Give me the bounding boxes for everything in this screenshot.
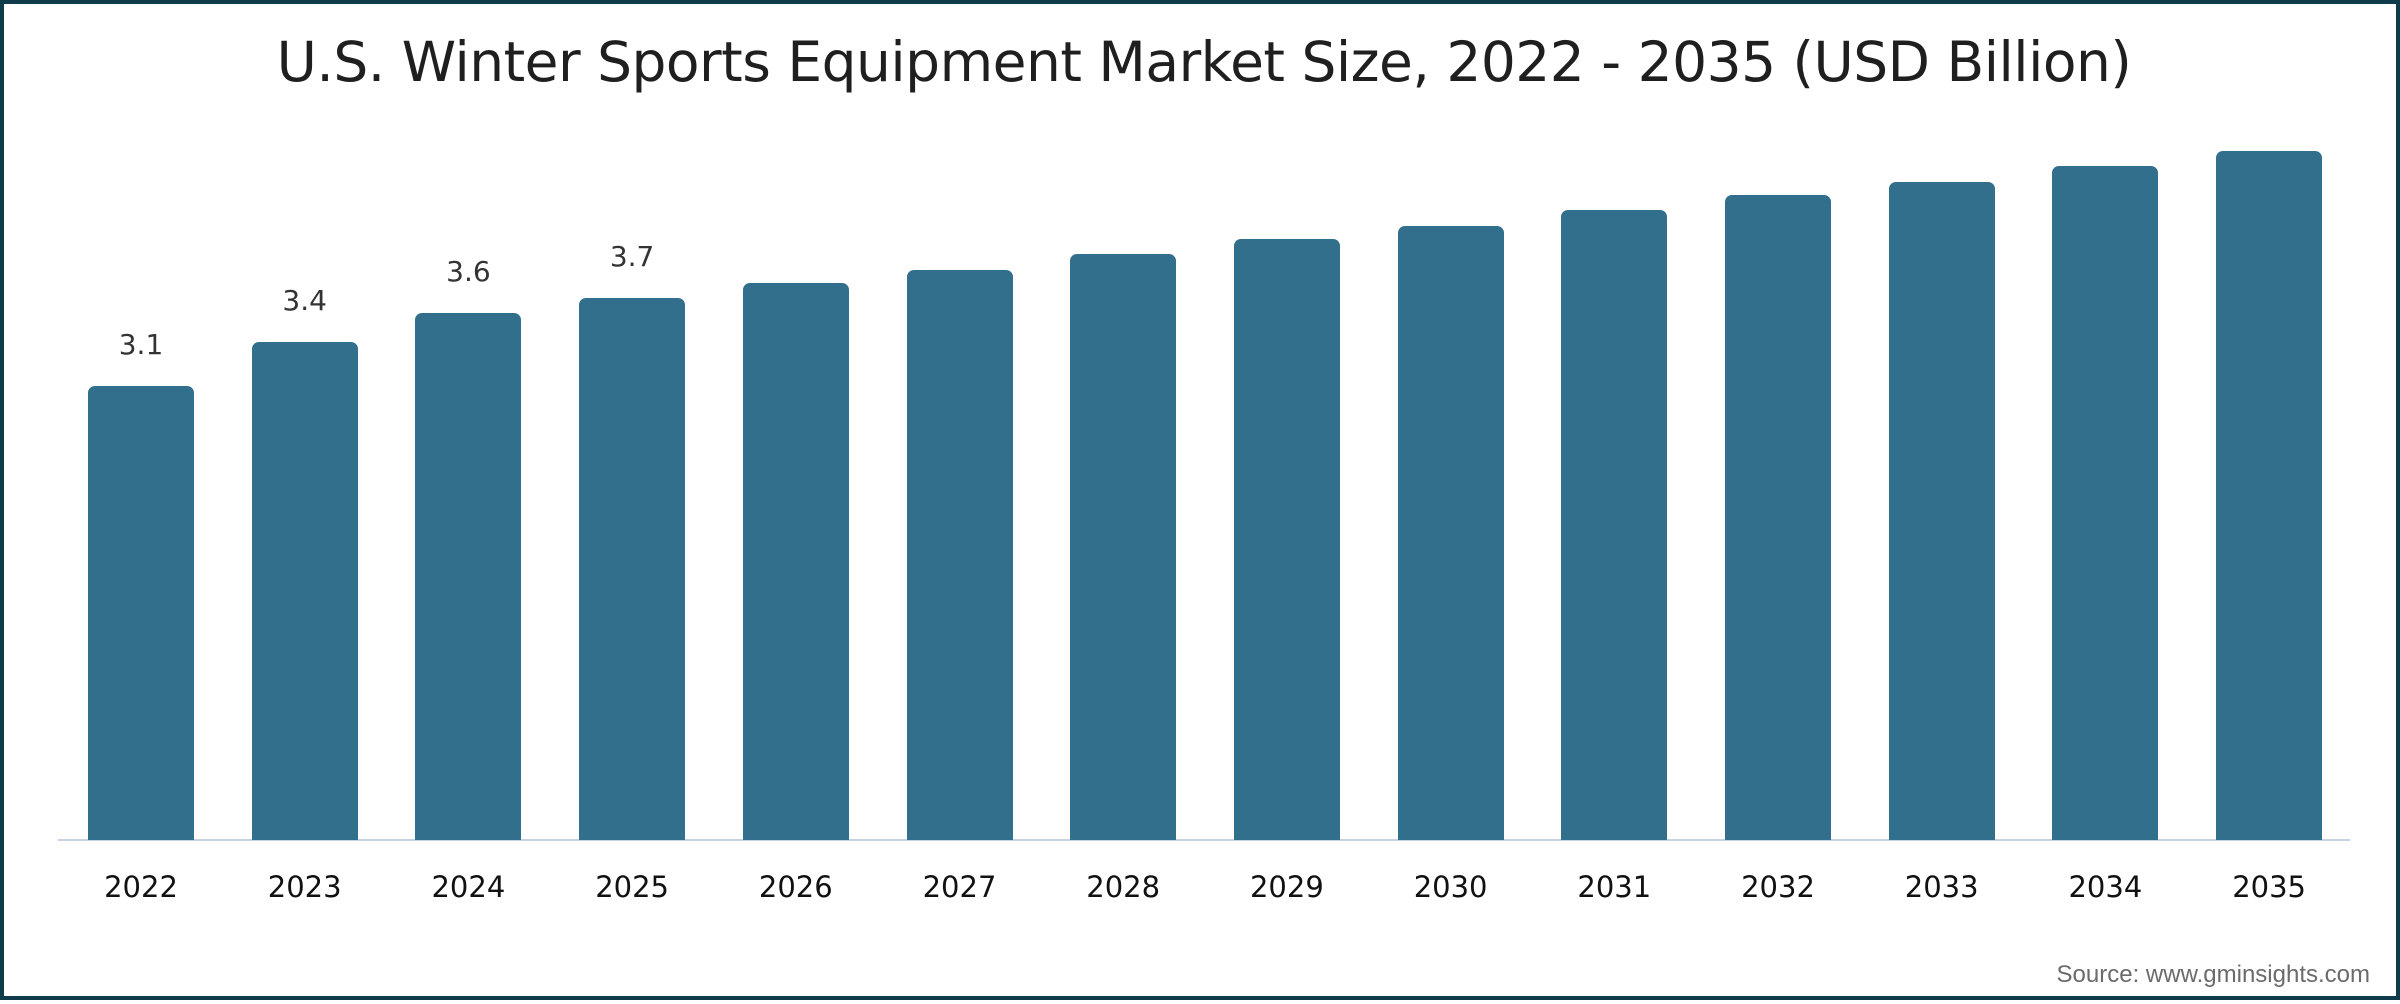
bar-2024 [415,312,522,840]
x-tick-label-2030: 2030 [1413,870,1488,904]
value-label-2024: 3.6 [446,254,491,288]
chart-title: U.S. Winter Sports Equipment Market Size… [276,30,2132,94]
plot-area: 3.1 2022 3.4 2023 3.6 2024 3.7 2025 2026 2027 2028… [4,4,2400,1004]
value-label-2022: 3.1 [118,327,164,361]
x-tick-label-2023: 2023 [267,870,342,904]
x-tick-label-2032: 2032 [1741,870,1815,904]
bar-2023 [251,341,358,840]
source-credit: Source: www.gminsights.com [2056,961,2370,988]
bar-2030 [1397,226,1504,840]
x-tick-label-2025: 2025 [595,870,669,904]
x-tick-label-2026: 2026 [758,870,833,904]
bar-2033 [1888,182,1995,840]
bar-2025 [579,297,686,840]
x-tick-label-2035: 2035 [2232,870,2306,904]
x-tick-label-2027: 2027 [922,870,997,904]
x-tick-label-2029: 2029 [1249,870,1324,904]
x-axis-line [58,839,2350,841]
value-label-2025: 3.7 [609,239,655,273]
bar-2031 [1561,210,1668,840]
bar-2035 [2216,151,2323,840]
x-tick-label-2028: 2028 [1086,870,1161,904]
value-label-2023: 3.4 [282,283,327,317]
bar-2027 [906,270,1013,840]
bar-2028 [1070,254,1177,840]
x-tick-label-2024: 2024 [431,870,506,904]
bar-2032 [1725,195,1831,840]
x-tick-label-2034: 2034 [2068,870,2143,904]
bar-2029 [1233,239,1340,840]
bar-2022 [88,385,194,840]
bar-2034 [2052,166,2159,840]
bar-2026 [742,283,849,840]
x-tick-label-2031: 2031 [1577,870,1652,904]
x-tick-label-2022: 2022 [104,870,178,904]
x-tick-label-2033: 2033 [1904,870,1979,904]
